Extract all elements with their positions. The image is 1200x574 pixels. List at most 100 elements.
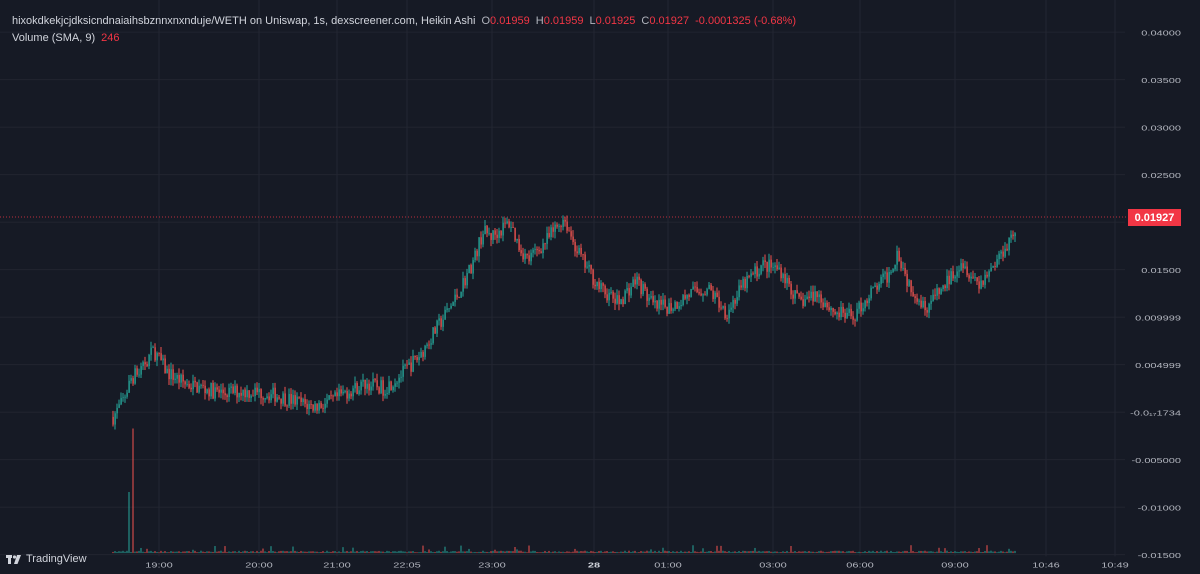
- candle-body: [954, 276, 956, 279]
- time-axis[interactable]: 19:00 20:00 21:00 22:05 23:00 28 01:00 03:00 06:…: [145, 561, 1129, 569]
- volume-bar: [148, 551, 150, 554]
- volume-bar: [1010, 550, 1012, 554]
- volume-bar: [734, 551, 736, 554]
- price-tick-label: -0.0₁₇1734: [1130, 409, 1181, 417]
- volume-bar: [298, 551, 300, 554]
- candle-body: [1002, 251, 1004, 257]
- candle-body: [548, 233, 550, 237]
- time-tick-label: 21:00: [323, 561, 351, 569]
- candle-body: [840, 306, 842, 318]
- candle-body: [862, 308, 864, 312]
- candle-body: [662, 299, 664, 305]
- volume-bar: [822, 551, 824, 554]
- volume-bar: [622, 551, 624, 554]
- candle-body: [962, 263, 964, 269]
- volume-bar: [354, 551, 356, 554]
- price-axis[interactable]: 0.040000.035000.030000.025000.020000.015…: [1130, 29, 1181, 559]
- price-tick-label: 0.03000: [1141, 124, 1181, 132]
- symbol-title[interactable]: hixokdkekjcjdksicndnaiaihsbznnxnxnduje/W…: [12, 15, 476, 27]
- volume-bar: [526, 552, 528, 554]
- volume-bar: [600, 550, 602, 554]
- candle-body: [932, 294, 934, 301]
- candle-body: [414, 355, 416, 358]
- candle-body: [474, 250, 476, 261]
- volume-bar: [386, 550, 388, 554]
- volume-bar: [860, 552, 862, 554]
- volume-bar: [410, 551, 412, 554]
- volume-bar: [868, 550, 870, 554]
- volume-bar: [934, 552, 936, 554]
- volume-bar: [592, 551, 594, 554]
- candle-body: [298, 396, 300, 398]
- candle-body: [154, 347, 156, 361]
- volume-bar: [476, 552, 478, 554]
- candle-body: [374, 379, 376, 381]
- candle-body: [326, 399, 328, 404]
- volume-bar: [196, 552, 198, 554]
- volume-bar: [446, 551, 448, 554]
- candle-body: [594, 284, 596, 287]
- candle-body: [984, 274, 986, 285]
- candle-body: [870, 287, 872, 299]
- candle-body: [346, 391, 348, 399]
- candle-body: [708, 284, 710, 290]
- candle-body: [388, 381, 390, 394]
- volume-bar: [802, 551, 804, 554]
- candle-body: [992, 266, 994, 268]
- volume-bar: [982, 551, 984, 554]
- volume-bar: [540, 552, 542, 554]
- candle-body: [196, 382, 198, 393]
- volume-bar: [182, 551, 184, 554]
- volume-bar: [792, 551, 794, 554]
- volume-bar: [306, 551, 308, 554]
- volume-bar: [532, 550, 534, 554]
- volume-bar: [390, 552, 392, 554]
- volume-bar: [262, 548, 264, 554]
- volume-bar: [946, 550, 948, 554]
- candle-body: [880, 276, 882, 284]
- candle-body: [536, 249, 538, 251]
- candle-body: [744, 278, 746, 289]
- candle-body: [604, 285, 606, 295]
- volume-bar: [992, 551, 994, 554]
- volume-bar: [694, 551, 696, 554]
- candle-body: [762, 260, 764, 266]
- volume-bar: [644, 551, 646, 554]
- volume-indicator-label[interactable]: Volume (SMA, 9): [12, 32, 96, 44]
- candle-body: [612, 291, 614, 299]
- candle-body: [150, 347, 152, 355]
- candle-body: [494, 230, 496, 235]
- volume-bar: [918, 550, 920, 554]
- volume-bar: [770, 551, 772, 554]
- volume-bar: [888, 552, 890, 554]
- volume-bar: [288, 551, 290, 554]
- volume-bar: [890, 550, 892, 554]
- candle-body: [766, 262, 768, 272]
- candle-body: [412, 355, 414, 372]
- volume-bar: [544, 550, 546, 554]
- candle-body: [828, 307, 830, 311]
- volume-bar: [530, 551, 532, 554]
- volume-bar: [116, 551, 118, 554]
- tradingview-brand[interactable]: TradingView: [6, 553, 87, 565]
- candle-body: [126, 392, 128, 397]
- candle-body: [470, 264, 472, 274]
- volume-bar: [190, 552, 192, 554]
- candle-body: [118, 404, 120, 408]
- volume-bar: [394, 551, 396, 554]
- candle-body: [890, 271, 892, 273]
- candle-body: [322, 407, 324, 409]
- volume-bar: [486, 551, 488, 554]
- volume-bar: [174, 551, 176, 554]
- candle-body: [586, 266, 588, 268]
- volume-bar: [774, 551, 776, 554]
- candle-body: [402, 365, 404, 377]
- candle-body: [522, 253, 524, 260]
- candle-body: [776, 265, 778, 270]
- volume-bar: [624, 550, 626, 554]
- volume-bar: [872, 550, 874, 554]
- volume-bar: [228, 551, 230, 554]
- volume-bar: [798, 551, 800, 554]
- volume-bar: [126, 550, 128, 554]
